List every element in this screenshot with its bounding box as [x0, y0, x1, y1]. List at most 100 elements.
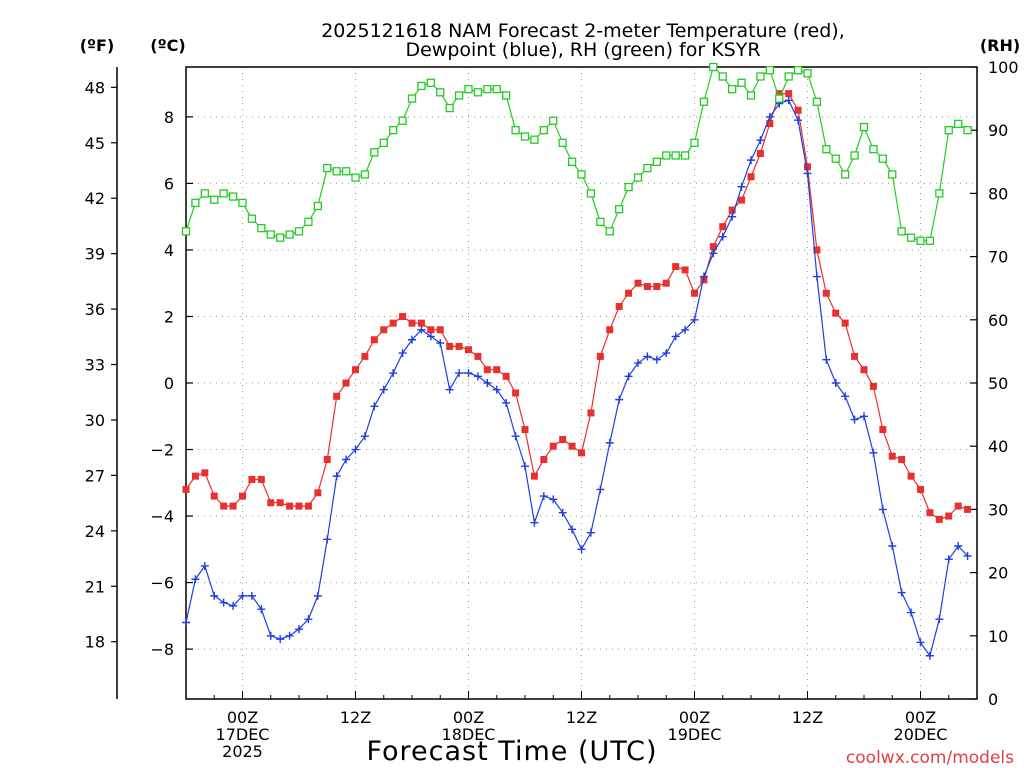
data-point — [238, 198, 247, 208]
data-point — [314, 489, 322, 497]
data-point — [502, 372, 510, 380]
data-point — [737, 182, 746, 191]
data-point — [549, 495, 558, 504]
data-point — [398, 349, 407, 358]
data-point — [473, 372, 482, 381]
celsius-tick-label: −6 — [150, 574, 174, 593]
data-point — [615, 395, 624, 404]
data-point — [247, 214, 257, 223]
data-point — [313, 201, 322, 211]
data-point — [408, 319, 416, 327]
data-point — [567, 157, 577, 166]
rh-tick-label: 80 — [988, 184, 1008, 203]
data-point — [906, 233, 916, 242]
celsius-tick-label: −4 — [150, 507, 174, 526]
data-point — [549, 116, 558, 125]
data-point — [492, 385, 501, 394]
data-point — [313, 591, 322, 600]
x-tick-label: 12Z — [566, 708, 597, 727]
data-point — [935, 515, 943, 523]
data-point — [323, 163, 332, 173]
data-point — [841, 319, 849, 327]
data-point — [775, 90, 783, 98]
data-point — [785, 90, 793, 98]
data-point — [539, 126, 548, 135]
data-point — [577, 170, 586, 179]
data-point — [596, 352, 604, 360]
data-point — [954, 119, 963, 129]
x-tick-label: 00Z — [679, 708, 710, 727]
data-point — [963, 126, 972, 135]
data-point — [634, 359, 642, 368]
data-point — [210, 195, 219, 204]
series-line — [185, 92, 968, 521]
data-point — [596, 217, 605, 226]
data-point — [681, 266, 689, 274]
data-point — [681, 325, 690, 334]
data-point — [850, 151, 859, 160]
data-point — [888, 452, 896, 460]
data-point — [247, 591, 256, 600]
data-point — [389, 319, 397, 327]
data-point — [559, 436, 567, 444]
x-tick-label: 00Z — [905, 708, 936, 727]
fahrenheit-tick-label: 33 — [85, 356, 105, 375]
data-point — [945, 512, 953, 520]
celsius-unit-label: (ºC) — [150, 36, 185, 55]
data-point — [465, 346, 472, 354]
data-point — [804, 163, 811, 171]
data-point — [521, 462, 529, 471]
series-relative-humidity — [181, 62, 972, 245]
data-point — [238, 591, 247, 600]
data-point — [784, 96, 793, 105]
data-point — [784, 72, 793, 81]
data-point — [304, 217, 313, 226]
data-point — [200, 561, 209, 570]
data-point — [360, 432, 369, 441]
data-point — [511, 126, 520, 135]
data-point — [916, 236, 925, 245]
data-point — [925, 651, 934, 660]
data-point — [926, 509, 934, 517]
rh-tick-label: 100 — [988, 58, 1019, 77]
data-point — [878, 154, 887, 163]
data-point — [323, 535, 332, 544]
data-point — [699, 272, 708, 281]
data-point — [558, 508, 567, 517]
x-tick-label: 17DEC — [216, 725, 270, 744]
data-point — [964, 505, 972, 513]
data-point — [690, 315, 699, 324]
data-point — [427, 326, 435, 334]
data-point — [879, 426, 887, 434]
data-point — [266, 631, 275, 640]
grid-layer — [186, 67, 977, 699]
rh-tick-label: 50 — [988, 374, 1008, 393]
data-point — [812, 97, 822, 106]
data-point — [558, 138, 567, 147]
rh-tick-label: 90 — [988, 121, 1008, 140]
data-point — [737, 78, 746, 87]
data-point — [540, 456, 548, 464]
data-point — [436, 339, 445, 348]
fahrenheit-tick-label: 27 — [85, 466, 105, 485]
fahrenheit-tick-label: 18 — [85, 633, 105, 652]
data-point — [954, 541, 963, 550]
data-point — [408, 335, 416, 344]
x-tick-label: 12Z — [792, 708, 823, 727]
data-point — [860, 412, 868, 421]
data-point — [520, 132, 530, 141]
data-point — [690, 138, 699, 147]
data-point — [691, 289, 698, 297]
data-point — [888, 170, 897, 179]
data-point — [578, 449, 585, 457]
data-point — [483, 366, 491, 374]
data-point — [257, 475, 265, 483]
data-point — [898, 456, 906, 464]
celsius-tick-label: 6 — [164, 174, 174, 193]
data-point — [493, 366, 501, 374]
fahrenheit-tick-label: 48 — [85, 78, 105, 97]
rh-unit-label: (RH) — [980, 36, 1020, 55]
data-point — [530, 135, 539, 144]
data-point — [407, 94, 417, 103]
data-point — [464, 369, 473, 378]
